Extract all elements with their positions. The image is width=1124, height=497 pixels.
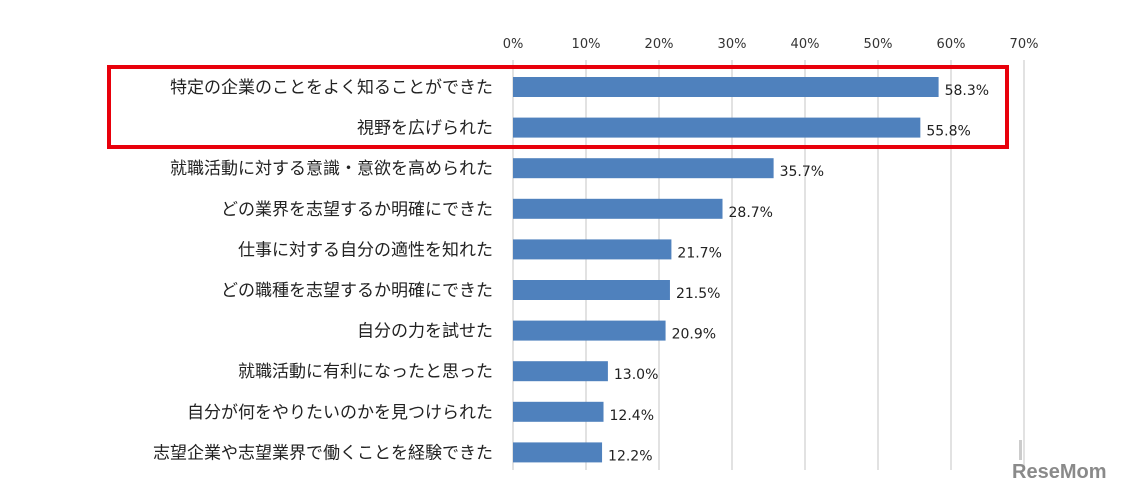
x-axis-ticks: 0% 10% 20% 30% 40% 50% 60% 70% <box>503 37 1039 52</box>
watermark-divider <box>1019 440 1022 460</box>
bar <box>513 77 939 97</box>
bar <box>513 198 723 219</box>
data-label: 12.2% <box>608 448 652 464</box>
category-label: 視野を広げられた <box>357 119 493 139</box>
x-tick-label: 20% <box>645 37 674 52</box>
data-label: 55.8% <box>926 124 970 140</box>
category-labels: 特定の企業のことをよく知ることができた視野を広げられた就職活動に対する意識・意欲… <box>153 78 493 463</box>
x-tick-label: 60% <box>937 37 966 52</box>
category-label: どの業界を志望するか明確にできた <box>221 200 493 220</box>
data-label: 13.0% <box>614 367 658 383</box>
bar <box>513 158 774 179</box>
data-label: 20.9% <box>672 327 716 343</box>
category-label: 自分が何をやりたいのかを見つけられた <box>187 403 493 423</box>
bar <box>513 361 608 382</box>
x-tick-label: 30% <box>718 37 747 52</box>
x-tick-label: 0% <box>503 37 524 52</box>
bar <box>513 117 921 138</box>
bar <box>513 239 672 260</box>
bar <box>513 280 670 300</box>
category-label: 就職活動に有利になったと思った <box>238 362 493 382</box>
x-tick-label: 10% <box>572 37 601 52</box>
data-label: 28.7% <box>729 205 773 221</box>
bar <box>513 442 603 463</box>
category-label: 特定の企業のことをよく知ることができた <box>170 78 493 98</box>
data-label: 58.3% <box>945 83 989 99</box>
data-label: 35.7% <box>780 164 824 180</box>
x-tick-label: 40% <box>791 37 820 52</box>
highlight-box <box>107 65 1009 149</box>
bar <box>513 401 604 422</box>
x-tick-label: 50% <box>864 37 893 52</box>
data-label: 12.4% <box>610 408 654 424</box>
x-tick-label: 70% <box>1010 37 1039 52</box>
bars <box>513 77 939 463</box>
category-label: 志望企業や志望業界で働くことを経験できた <box>153 443 493 463</box>
category-label: 自分の力を試せた <box>357 322 493 342</box>
watermark-logo: ReseMom <box>1012 461 1106 483</box>
category-label: 仕事に対する自分の適性を知れた <box>238 240 493 260</box>
category-label: 就職活動に対する意識・意欲を高められた <box>170 159 493 179</box>
data-label: 21.7% <box>677 245 721 261</box>
bar <box>513 320 666 341</box>
data-label: 21.5% <box>676 286 720 302</box>
category-label: どの職種を志望するか明確にできた <box>221 281 493 301</box>
value-labels: 58.3% 55.8% 35.7% 28.7% 21.7% 21.5% 20.9% 13.0%… <box>608 83 989 464</box>
